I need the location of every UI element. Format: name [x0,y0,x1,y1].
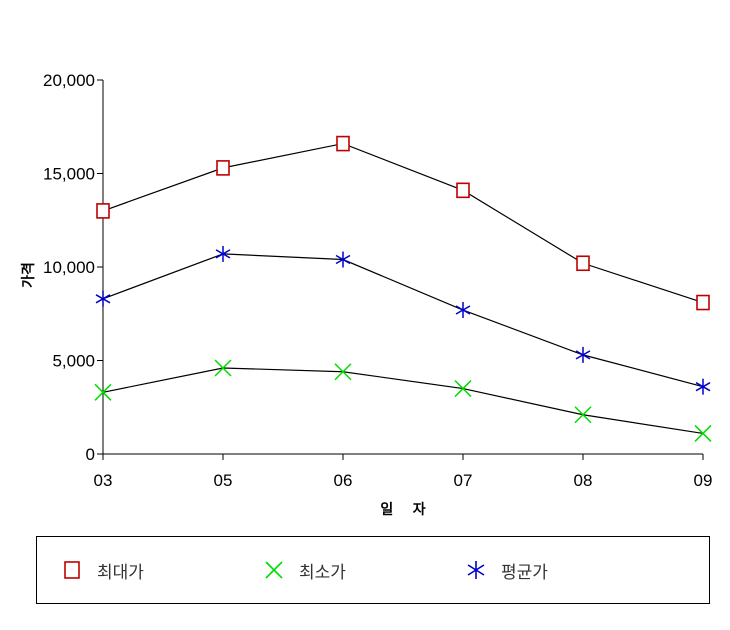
legend-label-min: 최소가 [299,562,346,583]
x-axis-title: 일 자 [380,502,425,518]
data-point [215,245,231,262]
x-marker-icon [265,561,283,579]
asterisk-marker-icon [467,561,485,579]
data-point [334,363,352,381]
y-tick-label: 0 [86,445,95,464]
data-point [95,290,111,307]
x-tick-label: 07 [454,471,473,490]
data-point [335,251,351,268]
series-line [102,367,704,435]
series-line [102,142,704,304]
legend-item-max: 최대가 [61,537,144,603]
series-1 [94,359,712,442]
data-point [214,359,232,377]
y-tick-label: 20,000 [43,71,95,90]
legend: 최대가 최소가 평균가 [36,536,710,604]
data-point [575,346,591,363]
x-tick-label: 09 [694,471,713,490]
y-tick-label: 10,000 [43,258,95,277]
data-point [336,135,350,152]
data-point [696,294,710,311]
x-axis: 03 05 06 07 08 09 [94,453,713,490]
x-tick-label: 06 [334,471,353,490]
x-tick-label: 08 [574,471,593,490]
data-point [574,406,592,424]
series-line [102,253,704,388]
series-0 [96,135,710,311]
y-axis: 0 5,000 10,000 15,000 20,000 [43,71,104,464]
data-point [456,182,470,199]
data-point [576,255,590,272]
data-point [96,203,110,219]
y-axis-title: 가격 [20,262,37,288]
y-tick-label: 15,000 [43,165,95,184]
data-point [454,380,472,398]
data-point [216,160,230,176]
x-tick-label: 05 [214,471,233,490]
x-tick-label: 03 [94,471,113,490]
legend-item-avg: 평균가 [465,537,548,603]
legend-label-max: 최대가 [97,562,144,583]
data-point [94,383,112,401]
y-tick-label: 5,000 [52,352,95,371]
line-chart: 0 5,000 10,000 15,000 20,000 03 05 06 07 08 09 가격… [20,71,713,518]
legend-item-min: 최소가 [263,537,346,603]
series-layer [94,135,712,442]
legend-label-avg: 평균가 [501,562,548,583]
data-point [455,302,471,319]
series-2 [95,245,711,395]
data-point [695,378,711,395]
data-point [694,424,712,442]
square-marker-icon [64,561,80,579]
